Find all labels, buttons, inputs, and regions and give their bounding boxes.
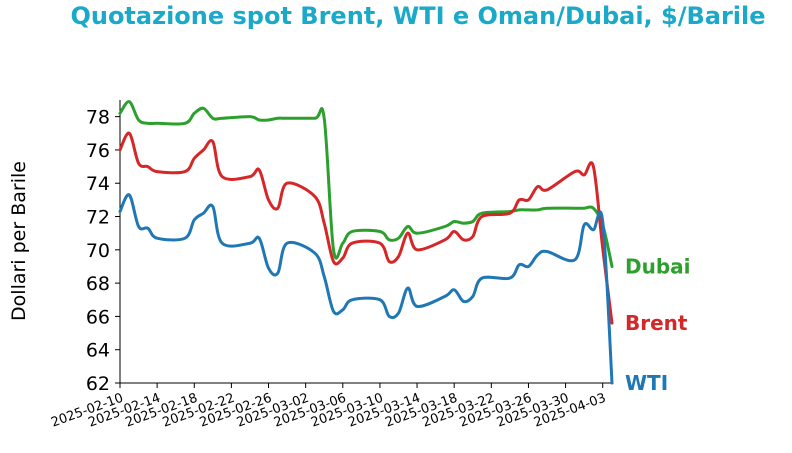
series-labels: Dubai Brent WTI	[625, 254, 691, 395]
series-line-dubai	[118, 100, 614, 268]
series-label-brent: Brent	[625, 311, 688, 335]
y-tick-label: 64	[86, 340, 110, 362]
y-tick-label: 62	[86, 373, 110, 395]
y-tick-label: 68	[86, 273, 110, 295]
series-label-dubai: Dubai	[625, 254, 691, 278]
y-tick-label: 72	[86, 207, 110, 229]
series-line-brent	[118, 131, 614, 325]
chart-title: Quotazione spot Brent, WTI e Oman/Dubai,…	[70, 2, 765, 30]
y-tick-label: 70	[86, 240, 110, 262]
y-tick-label: 78	[86, 107, 110, 129]
y-tick-label: 76	[86, 140, 110, 162]
y-tick-label: 74	[86, 173, 110, 195]
y-axis-label: Dollari per Barile	[8, 161, 30, 321]
y-ticks: 62 64 66 68 70 72 74 76 78	[86, 107, 120, 395]
y-tick-label: 66	[86, 306, 110, 328]
series-lines	[118, 100, 614, 385]
series-line-wti	[118, 193, 614, 385]
x-ticks: 2025-02-102025-02-142025-02-182025-02-22…	[49, 383, 608, 431]
series-label-wti: WTI	[625, 371, 668, 395]
